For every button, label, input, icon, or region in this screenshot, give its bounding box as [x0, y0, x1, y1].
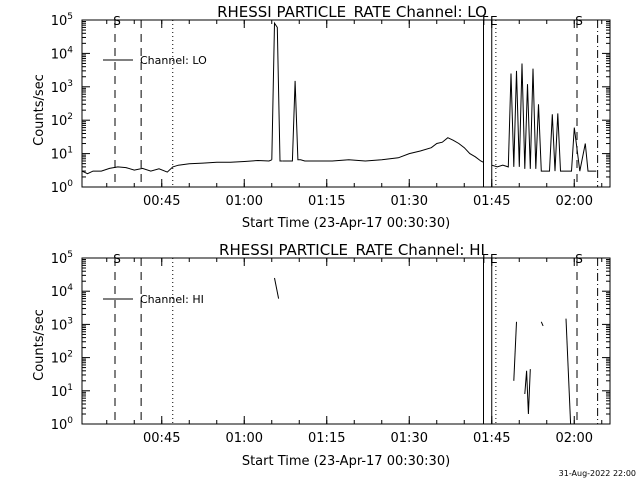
footer-timestamp: 31-Aug-2022 22:00 [559, 469, 636, 478]
series-line [81, 159, 272, 175]
legend-label-hi: Channel: HI [140, 293, 204, 306]
panel-lo: RHESSI PARTICLE_RATE Channel: LO Counts/… [32, 3, 611, 231]
legend-label-lo: Channel: LO [140, 54, 207, 67]
y-tick-label: 100 [51, 179, 74, 196]
x-axis-label-lo: Start Time (23-Apr-17 00:30:30) [242, 216, 450, 231]
x-tick-label: 00:45 [143, 431, 180, 446]
y-tick-label: 105 [51, 250, 73, 267]
y-tick-label: 101 [51, 146, 73, 163]
y-axis-label-lo: Counts/sec [32, 74, 47, 146]
x-tick-label: 02:00 [556, 431, 593, 446]
plot-frame [81, 257, 611, 425]
x-tick-label: 01:00 [226, 431, 263, 446]
series-line [271, 21, 283, 162]
data-series-hi [274, 277, 572, 425]
event-marker-label: E [490, 252, 498, 266]
event-marker-label: F [482, 252, 489, 266]
series-line [282, 80, 484, 163]
y-tick-label: 102 [51, 350, 73, 367]
y-tick-label: 101 [51, 383, 73, 400]
x-tick-label: 01:00 [226, 194, 263, 209]
y-tick-label: 103 [51, 79, 73, 96]
series-line [540, 321, 544, 327]
x-tick-label: 00:45 [143, 194, 180, 209]
x-tick-labels-hi: 00:45 01:00 01:15 01:30 01:45 02:00 [143, 431, 593, 446]
y-tick-label: 102 [51, 112, 73, 129]
event-marker-label: S [575, 14, 583, 28]
axes-lo [81, 19, 611, 188]
series-line [565, 318, 572, 425]
series-line [524, 369, 531, 415]
y-tick-label: 103 [51, 316, 73, 333]
series-line [274, 277, 280, 299]
x-axis-label-hi: Start Time (23-Apr-17 00:30:30) [242, 454, 450, 469]
y-axis-label-hi: Counts/sec [32, 309, 47, 381]
event-marker-label: S [113, 252, 121, 266]
x-tick-labels-lo: 00:45 01:00 01:15 01:30 01:45 02:00 [143, 194, 593, 209]
series-line [513, 321, 517, 381]
y-tick-label: 104 [51, 45, 74, 62]
event-marker-label: F [482, 14, 489, 28]
x-tick-label: 01:15 [308, 431, 345, 446]
series-line [491, 63, 597, 172]
chart-title-lo: RHESSI PARTICLE_RATE Channel: LO [217, 3, 487, 22]
y-tick-label: 105 [51, 12, 73, 29]
x-tick-label: 02:00 [556, 194, 593, 209]
data-series-lo [81, 21, 597, 175]
x-tick-label: 01:45 [473, 431, 510, 446]
legend-lo: Channel: LO [103, 54, 207, 67]
axes-hi [81, 257, 611, 425]
y-tick-labels-hi: 100 101 102 103 104 105 [51, 250, 74, 433]
panel-hi: RHESSI PARTICLE_RATE Channel: HI Counts/… [32, 241, 611, 469]
x-tick-label: 01:15 [308, 194, 345, 209]
y-tick-labels-lo: 100 101 102 103 104 105 [51, 12, 74, 196]
x-tick-label: 01:30 [391, 194, 428, 209]
x-tick-label: 01:45 [473, 194, 510, 209]
x-tick-label: 01:30 [391, 431, 428, 446]
y-tick-label: 100 [51, 416, 74, 433]
event-marker-label: S [113, 14, 121, 28]
event-marker-label: E [490, 14, 498, 28]
plot-frame [81, 19, 611, 188]
event-marker-label: S [575, 252, 583, 266]
chart-title-hi: RHESSI PARTICLE_RATE Channel: HI [219, 241, 485, 260]
legend-hi: Channel: HI [103, 293, 204, 306]
y-tick-label: 104 [51, 283, 74, 300]
